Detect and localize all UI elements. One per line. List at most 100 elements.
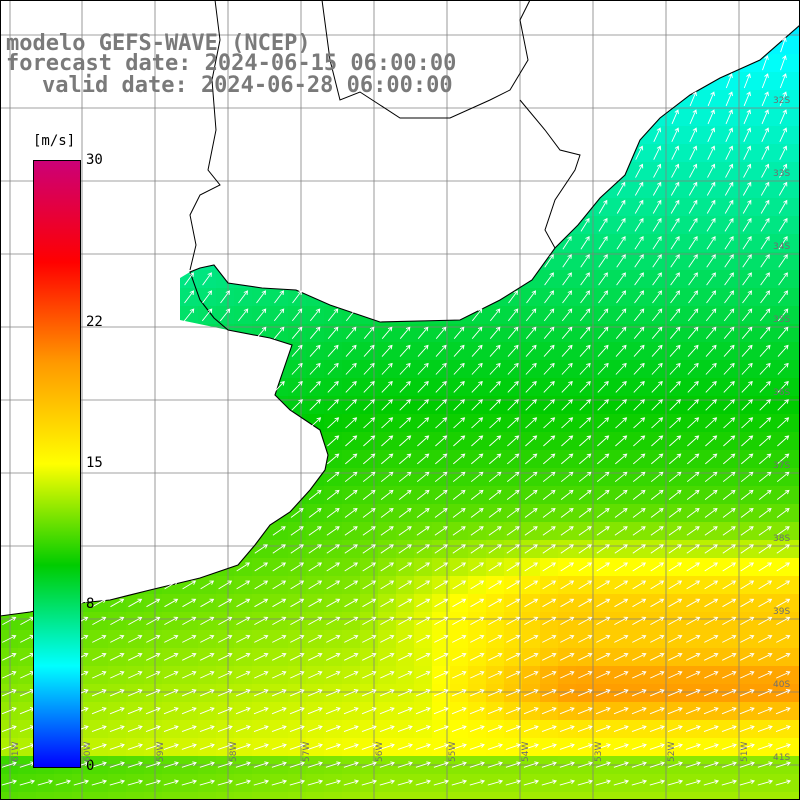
- wind-arrow: [579, 453, 592, 465]
- wind-arrow: [759, 344, 771, 357]
- wind-arrow: [470, 634, 485, 643]
- wind-arrow: [507, 344, 519, 357]
- wind-arrow: [597, 308, 609, 322]
- wind-arrow: [507, 308, 519, 322]
- wind-arrow: [757, 779, 774, 786]
- wind-arrow: [127, 725, 143, 733]
- wind-arrow: [417, 344, 429, 357]
- wind-arrow: [416, 670, 431, 679]
- wind-arrow: [380, 670, 395, 679]
- wind-arrow: [308, 598, 323, 608]
- wind-arrow: [704, 544, 718, 554]
- wind-arrow: [706, 235, 716, 250]
- wind-arrow: [759, 308, 771, 322]
- wind-arrow: [435, 380, 447, 393]
- field-cell: [792, 792, 800, 800]
- wind-arrow: [541, 689, 557, 697]
- wind-arrow: [506, 670, 521, 679]
- longitude-label: 61W: [11, 741, 21, 762]
- wind-arrow: [613, 707, 629, 715]
- wind-arrow: [452, 598, 467, 608]
- wind-arrow: [578, 616, 593, 625]
- wind-arrow: [488, 544, 502, 554]
- wind-arrow: [669, 435, 682, 447]
- wind-arrow: [761, 145, 770, 160]
- wind-arrow: [435, 417, 448, 429]
- wind-arrow: [578, 507, 592, 518]
- wind-arrow: [776, 507, 790, 518]
- wind-arrow: [524, 580, 539, 590]
- wind-arrow: [652, 217, 662, 232]
- wind-arrow: [740, 616, 755, 625]
- wind-arrow: [596, 598, 611, 608]
- coastline: [0, 24, 800, 617]
- wind-arrow: [597, 380, 609, 393]
- wind-arrow: [614, 544, 628, 554]
- wind-arrow: [688, 235, 698, 250]
- latitude-label: 38S: [773, 534, 791, 544]
- wind-arrow: [507, 380, 519, 393]
- wind-arrow: [667, 779, 684, 786]
- field-cell: [288, 792, 307, 800]
- wind-arrow: [668, 489, 682, 500]
- wind-arrow: [181, 725, 197, 733]
- wind-arrow: [345, 399, 357, 411]
- wind-arrow: [327, 326, 339, 339]
- wind-arrow: [597, 399, 609, 411]
- field-cell: [90, 792, 109, 800]
- wind-arrow: [344, 616, 359, 625]
- field-cell: [792, 468, 800, 487]
- wind-arrow: [578, 544, 592, 554]
- wind-arrow: [308, 670, 323, 679]
- wind-arrow: [525, 399, 537, 411]
- wind-arrow: [760, 272, 770, 286]
- colorbar: [33, 160, 81, 768]
- wind-arrow: [725, 109, 733, 125]
- wind-arrow: [758, 562, 773, 572]
- wind-arrow: [742, 217, 752, 232]
- wind-arrow: [580, 217, 590, 232]
- wind-arrow: [560, 562, 575, 572]
- wind-arrow: [92, 670, 107, 679]
- wind-arrow: [740, 471, 754, 483]
- wind-arrow: [706, 272, 716, 286]
- wind-arrow: [704, 580, 719, 590]
- field-cell: [324, 792, 343, 800]
- wind-arrow: [686, 580, 701, 590]
- wind-arrow: [272, 544, 286, 554]
- wind-arrow: [523, 707, 539, 715]
- wind-arrow: [506, 580, 521, 590]
- wind-arrow: [704, 471, 718, 483]
- wind-arrow: [775, 707, 791, 715]
- wind-arrow: [325, 707, 341, 715]
- model-title: modelo GEFS-WAVE (NCEP): [6, 31, 311, 56]
- wind-arrow: [560, 652, 575, 661]
- wind-arrow: [671, 163, 680, 178]
- wind-arrow: [417, 453, 430, 465]
- wind-arrow: [343, 707, 359, 715]
- wind-arrow: [722, 544, 736, 554]
- wind-arrow: [743, 91, 751, 107]
- wind-arrow: [668, 526, 682, 536]
- wind-arrow: [667, 689, 683, 697]
- wind-arrow: [688, 217, 698, 232]
- wind-arrow: [506, 471, 520, 483]
- wind-arrow: [146, 652, 161, 661]
- wind-arrow: [487, 743, 503, 750]
- wind-arrow: [544, 290, 555, 304]
- wind-arrow: [777, 326, 789, 339]
- wind-arrow: [614, 507, 628, 518]
- wind-arrow: [542, 471, 556, 483]
- wind-arrow: [614, 489, 628, 500]
- wind-arrow: [524, 544, 538, 554]
- wind-arrow: [433, 779, 450, 786]
- wind-arrow: [562, 254, 572, 268]
- wind-arrow: [541, 743, 557, 750]
- wind-arrow: [145, 707, 161, 715]
- wind-arrow: [416, 616, 431, 625]
- wind-arrow: [237, 308, 249, 322]
- wind-arrow: [309, 326, 321, 339]
- wind-arrow: [235, 707, 251, 715]
- wind-arrow: [542, 598, 557, 608]
- wind-arrow: [309, 362, 321, 375]
